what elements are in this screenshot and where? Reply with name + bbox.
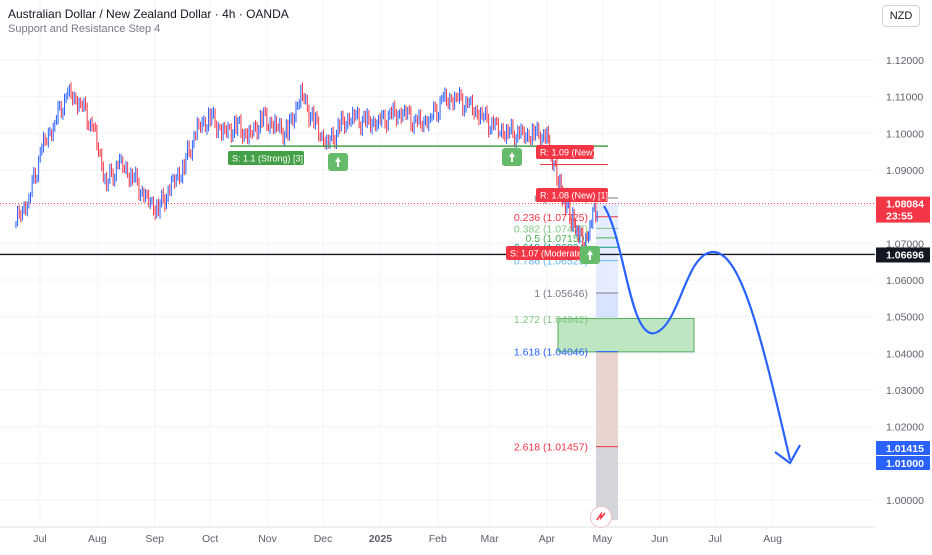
time-tick-label: Nov [258, 533, 277, 545]
time-tick-label: Jul [709, 533, 722, 545]
measure-bar-red [596, 351, 618, 447]
hline-price-badge-bg [876, 247, 930, 263]
time-tick-label: Sep [145, 533, 164, 545]
support-strong-label: S: 1.1 (Strong) [3] [232, 154, 303, 164]
projection-path [603, 205, 801, 465]
time-tick-label: Oct [202, 533, 218, 545]
fib-level-label: 1.618 (1.04046) [514, 347, 588, 359]
target-price-badge: 1.01000 [886, 458, 924, 470]
last-price-badge: 23:55 [886, 211, 913, 223]
time-tick-label: Aug [763, 533, 782, 545]
study-subtitle: Support and Resistance Step 4 [8, 23, 161, 35]
target-zone [557, 318, 695, 353]
time-tick-label: Feb [429, 533, 447, 545]
hline-price-badge: 1.06696 [886, 249, 924, 261]
currency-button[interactable]: NZD [882, 5, 920, 27]
fib-level-label: 1 (1.05646) [534, 288, 588, 300]
measure-bar-grey [596, 446, 618, 521]
resistance-label: R: 1.08 (New) [1] [540, 191, 608, 201]
fib-level-label: 2.618 (1.01457) [514, 442, 588, 454]
logo-glyph [596, 511, 606, 521]
last-price-badge: 1.08084 [886, 199, 924, 211]
time-tick-label: Mar [481, 533, 500, 545]
price-tick-label: 1.04000 [886, 348, 924, 360]
resistance-label: R: 1.09 (New) [1] [540, 148, 608, 158]
fib-level-label: 1.272 (1.04942) [514, 314, 588, 326]
target-price-badge: 1.01415 [886, 443, 924, 455]
price-tick-label: 1.03000 [886, 385, 924, 397]
fib-level-label: 0.236 (1.07725) [514, 212, 588, 224]
time-tick-label: Jun [651, 533, 668, 545]
resistance-label-bg [536, 188, 608, 202]
arrow-up-icon [587, 250, 593, 260]
target-zones [557, 203, 695, 521]
support-moderate-label-bg [506, 246, 580, 260]
price-tick-label: 1.07000 [886, 238, 924, 250]
price-tick-label: 1.02000 [886, 422, 924, 434]
arrow-up-icon [335, 157, 341, 167]
price-tick-label: 1.09000 [886, 165, 924, 177]
price-tick-label: 1.11000 [886, 92, 923, 104]
sr-labels: S: 1.1 (Strong) [3] S: 1.07 (Moderate) R: … [228, 145, 608, 264]
target-price-badge-bg [876, 441, 930, 455]
price-axis[interactable]: 1.120001.110001.100001.090001.080001.070… [875, 0, 932, 550]
time-tick-label: May [592, 533, 613, 545]
time-tick-label: Jul [33, 533, 46, 545]
resistance-label-bg [536, 145, 594, 159]
time-tick-label: Aug [88, 533, 107, 545]
price-tick-label: 1.00000 [886, 495, 924, 507]
measure-bar-blue [596, 292, 618, 319]
fib-level-label: 0.5 (1.07150) [526, 233, 588, 245]
arrow-head-icon [774, 444, 801, 465]
price-tick-label: 1.12000 [886, 55, 924, 67]
time-axis[interactable]: Jul Aug Sep Oct Nov Dec 2025 Feb Mar Apr May Jun Jul… [0, 526, 875, 545]
arrow-up-icon [509, 152, 515, 162]
fibonacci-extension: 0 (1.08236)0.236 (1.07725)0.382 (1.07407… [514, 193, 618, 454]
time-tick-label: Dec [314, 533, 333, 545]
support-moderate-label: S: 1.07 (Moderate) [510, 249, 585, 259]
price-candles [15, 82, 598, 258]
target-price-badge-bg [876, 456, 930, 470]
time-tick-label: Apr [539, 533, 556, 545]
fib-level-label: 0.382 (1.07407) [514, 223, 588, 235]
chart-header: Australian Dollar / New Zealand Dollar ·… [8, 6, 289, 36]
price-tick-label: 1.05000 [886, 312, 924, 324]
chart-grid [0, 0, 875, 527]
symbol-title: Australian Dollar / New Zealand Dollar ·… [8, 7, 289, 21]
projection-curve [603, 205, 792, 461]
tradingview-logo-icon[interactable] [590, 506, 612, 528]
support-strong-label-bg [228, 151, 304, 165]
price-tick-label: 1.06000 [886, 275, 924, 287]
time-tick-label: 2025 [369, 533, 393, 545]
last-price-badge-bg [876, 196, 930, 223]
price-tick-label: 1.10000 [886, 128, 924, 140]
